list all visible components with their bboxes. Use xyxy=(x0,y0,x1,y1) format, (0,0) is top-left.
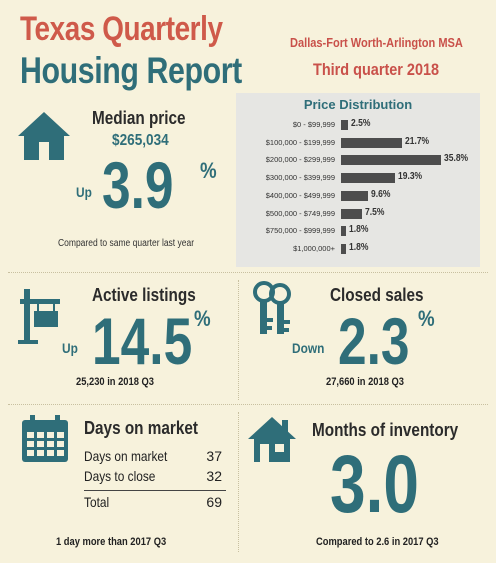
divider xyxy=(238,280,239,400)
months-inventory-detail: Compared to 2.6 in 2017 Q3 xyxy=(316,536,439,548)
closed-sales-change: 2.3 xyxy=(338,304,410,378)
distribution-value-label: 1.8% xyxy=(349,241,369,253)
distribution-range-label: $1,000,000+ xyxy=(293,243,335,253)
months-inventory-value: 3.0 xyxy=(330,439,419,530)
distribution-value-label: 2.5% xyxy=(350,118,371,129)
distribution-range-label: $750,000 - $999,999 xyxy=(265,226,335,236)
distribution-row: $0 - $99,999 2.5% xyxy=(236,118,480,132)
table-row: Days to close 32 xyxy=(84,468,226,488)
distribution-bar xyxy=(341,137,402,148)
period-label: Third quarter 2018 xyxy=(313,60,440,79)
distribution-value-label: 1.8% xyxy=(349,224,369,236)
table-total-row: Total 69 xyxy=(84,494,226,514)
median-price-value: $265,034 xyxy=(112,132,169,149)
divider xyxy=(8,404,488,405)
distribution-bar xyxy=(341,243,347,254)
total-key: Total xyxy=(84,494,110,510)
table-separator xyxy=(84,490,226,491)
divider xyxy=(238,412,239,552)
months-inventory-label: Months of inventory xyxy=(312,420,459,440)
distribution-row: $300,000 - $399,999 19.3% xyxy=(236,171,480,185)
distribution-value-label: 7.5% xyxy=(364,206,385,218)
days-on-market-label: Days on market xyxy=(84,418,198,438)
active-listings-change: 14.5 xyxy=(92,304,193,378)
report-title-line2: Housing Report xyxy=(20,50,242,91)
active-listings-detail: 25,230 in 2018 Q3 xyxy=(76,376,154,388)
median-price-change: 3.9 xyxy=(102,148,174,222)
median-price-direction: Up xyxy=(76,184,92,200)
distribution-row: $500,000 - $749,999 7.5% xyxy=(236,207,480,221)
table-row: Days on market 37 xyxy=(84,448,226,468)
divider xyxy=(8,272,488,273)
keys-icon xyxy=(253,281,291,334)
distribution-range-label: $300,000 - $399,999 xyxy=(265,173,335,183)
median-price-label: Median price xyxy=(92,108,186,128)
distribution-row: $1,000,000+ 1.8% xyxy=(236,242,480,256)
row-key: Days on market xyxy=(84,448,168,464)
house-icon xyxy=(248,417,296,462)
distribution-bar xyxy=(341,155,441,166)
distribution-bar xyxy=(341,226,347,237)
distribution-value-label: 35.8% xyxy=(444,153,469,165)
distribution-value-label: 19.3% xyxy=(397,171,423,183)
median-price-pct-sign: % xyxy=(200,158,217,183)
closed-sales-pct-sign: % xyxy=(418,306,435,331)
distribution-value-label: 21.7% xyxy=(404,135,429,147)
house-icon xyxy=(18,112,70,160)
distribution-range-label: $0 - $99,999 xyxy=(292,120,335,129)
distribution-bar xyxy=(341,173,395,184)
row-value: 37 xyxy=(206,448,222,464)
price-distribution-panel: Price Distribution $0 - $99,999 2.5% $100,… xyxy=(236,93,480,267)
distribution-range-label: $100,000 - $199,999 xyxy=(265,137,335,147)
distribution-bar xyxy=(341,190,368,201)
report-title-line1: Texas Quarterly xyxy=(20,10,223,48)
closed-sales-label: Closed sales xyxy=(330,285,424,305)
distribution-range-label: $400,000 - $499,999 xyxy=(265,190,335,200)
row-key: Days to close xyxy=(84,468,156,484)
distribution-row: $100,000 - $199,999 21.7% xyxy=(236,136,480,150)
distribution-row: $400,000 - $499,999 9.6% xyxy=(236,189,480,203)
distribution-range-label: $500,000 - $749,999 xyxy=(265,208,335,218)
distribution-row: $750,000 - $999,999 1.8% xyxy=(236,224,480,238)
total-value: 69 xyxy=(206,494,222,510)
price-distribution-title: Price Distribution xyxy=(303,97,413,112)
active-listings-pct-sign: % xyxy=(194,306,211,331)
distribution-bar xyxy=(341,120,348,130)
row-value: 32 xyxy=(206,468,222,484)
distribution-row: $200,000 - $299,999 35.8% xyxy=(236,153,480,167)
distribution-value-label: 9.6% xyxy=(370,188,391,200)
region-name: Dallas-Fort Worth-Arlington MSA xyxy=(290,35,463,50)
median-price-comparison: Compared to same quarter last year xyxy=(58,238,195,249)
closed-sales-detail: 27,660 in 2018 Q3 xyxy=(326,376,404,388)
distribution-bar xyxy=(341,208,362,219)
active-listings-label: Active listings xyxy=(92,285,196,305)
for-sale-sign-icon xyxy=(18,289,60,344)
distribution-range-label: $200,000 - $299,999 xyxy=(265,155,335,165)
active-listings-direction: Up xyxy=(62,340,78,356)
days-on-market-detail: 1 day more than 2017 Q3 xyxy=(56,536,167,548)
closed-sales-direction: Down xyxy=(292,340,325,356)
calendar-icon xyxy=(22,415,68,462)
days-on-market-table: Days on market 37 Days to close 32 Total… xyxy=(84,448,226,514)
